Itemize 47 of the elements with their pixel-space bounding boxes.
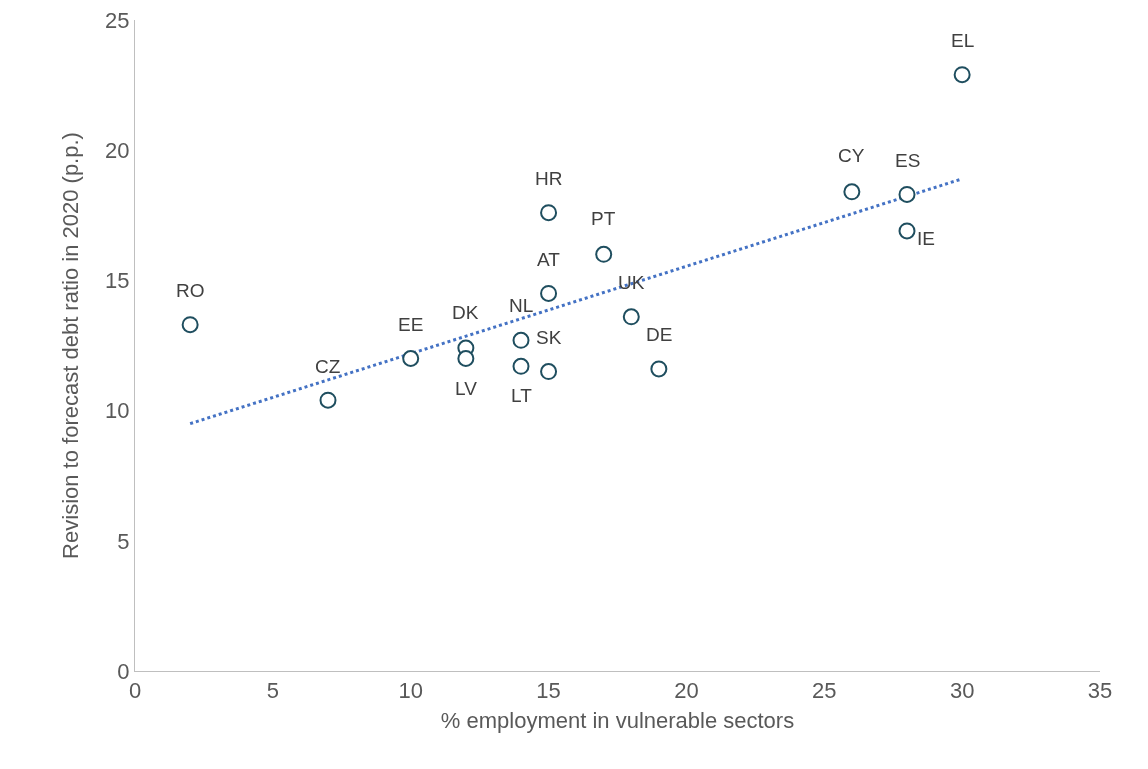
annotation: SK [536,327,562,348]
annotation: DE [646,324,673,345]
point [181,316,199,334]
annotation: HR [535,168,563,189]
point [512,357,530,375]
y-tick-label: 25 [105,7,130,33]
annotation: LT [511,385,533,406]
x-tick-label: 30 [949,678,975,704]
annotation: EL [951,30,975,51]
y-tick-label: 20 [105,137,130,163]
point [898,222,916,240]
x-tick-label: 35 [1087,678,1113,704]
point [540,363,558,381]
x-axis-title: % employment in vulnerable sectors [440,708,795,734]
x-tick-label: 10 [398,678,423,704]
y-tick-label: 0 [117,658,130,684]
annotation: NL [509,295,534,316]
point [622,308,640,326]
x-tick-label: 5 [266,678,279,704]
y-tick-label: 5 [117,528,130,554]
point [595,245,613,263]
annotation: IE [917,228,935,249]
annotation: RO [176,280,205,301]
point [512,331,530,349]
y-tick-label: 15 [105,268,130,294]
annotation: LV [455,378,478,399]
point [540,284,558,302]
x-tick-label: 20 [674,678,699,704]
point [650,360,668,378]
annotation: CZ [315,356,341,377]
point [457,350,475,368]
annotation: AT [537,249,561,270]
point [898,185,916,203]
annotation: EE [398,314,424,335]
annotation: DK [452,302,479,323]
x-tick-label: 15 [536,678,561,704]
annotation: PT [591,208,616,229]
point [319,391,337,409]
x-tick-label: 25 [812,678,837,704]
point [402,350,420,368]
point [843,183,861,201]
annotation: ES [895,150,921,171]
y-tick-label: 10 [105,398,130,424]
point [953,66,971,84]
annotation: CY [838,145,865,166]
y-axis-title: Revision to forecast debt ratio in 2020 (p.p.) [57,132,83,559]
point [540,204,558,222]
